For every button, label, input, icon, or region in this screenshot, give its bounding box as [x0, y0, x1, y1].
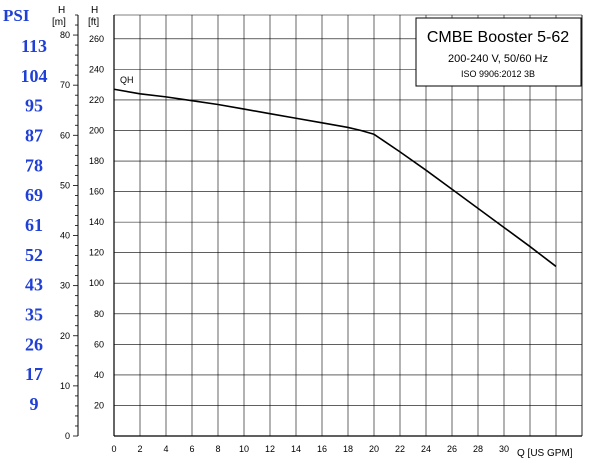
psi-label: 9	[30, 394, 39, 414]
series-label-qh: QH	[120, 75, 134, 85]
ft-axis-unit: [ft]	[88, 17, 99, 28]
x-tick-label: 20	[369, 444, 379, 454]
psi-label: 52	[25, 245, 43, 265]
m-tick-label: 10	[60, 381, 70, 391]
psi-label: 61	[25, 215, 43, 235]
ft-axis-header: H	[91, 5, 98, 16]
x-tick-label: 10	[239, 444, 249, 454]
x-tick-label: 6	[189, 444, 194, 454]
m-tick-label: 30	[60, 281, 70, 291]
psi-header: PSI	[3, 6, 30, 25]
x-tick-label: 26	[447, 444, 457, 454]
ft-tick-label: 120	[89, 248, 104, 258]
ft-tick-label: 260	[89, 34, 104, 44]
x-axis-label: Q [US GPM]	[517, 448, 573, 459]
legend-title: CMBE Booster 5-62	[427, 29, 569, 46]
series-line-qh	[113, 88, 557, 268]
series: QH	[113, 75, 557, 268]
x-tick-label: 8	[215, 444, 220, 454]
m-tick-label: 0	[65, 431, 70, 441]
ft-tick-label: 240	[89, 64, 104, 74]
ft-tick-label: 160	[89, 187, 104, 197]
m-tick-label: 80	[60, 30, 70, 40]
ft-tick-label: 20	[94, 400, 104, 410]
ft-tick-label: 180	[89, 156, 104, 166]
psi-scale: PSI 113 104 95 87 78 69 61 52 43 35 26 17 9	[3, 6, 48, 414]
m-axis-header: H	[58, 5, 65, 16]
x-tick-label: 14	[291, 444, 301, 454]
ft-tick-label: 80	[94, 309, 104, 319]
x-tick-label: 2	[137, 444, 142, 454]
ft-tick-label: 140	[89, 217, 104, 227]
legend-box: CMBE Booster 5-62 200-240 V, 50/60 Hz IS…	[415, 17, 582, 87]
x-tick-label: 0	[111, 444, 116, 454]
m-tick-label: 70	[60, 80, 70, 90]
x-tick-label: 4	[163, 444, 168, 454]
psi-label: 69	[25, 185, 43, 205]
m-axis-unit: [m]	[52, 17, 66, 28]
m-tick-label: 50	[60, 180, 70, 190]
ft-tick-label: 40	[94, 370, 104, 380]
psi-label: 78	[25, 155, 43, 175]
x-tick-label: 18	[343, 444, 353, 454]
psi-label: 95	[25, 96, 43, 116]
ft-tick-label: 60	[94, 339, 104, 349]
ft-tick-label: 100	[89, 278, 104, 288]
psi-label: 26	[25, 334, 43, 354]
ft-tick-label: 200	[89, 125, 104, 135]
x-tick-label: 22	[395, 444, 405, 454]
psi-label: 87	[25, 126, 43, 146]
ft-tick-label: 220	[89, 95, 104, 105]
psi-label: 35	[25, 305, 43, 325]
x-tick-label: 30	[499, 444, 509, 454]
psi-label: 43	[25, 275, 43, 295]
x-tick-label: 16	[317, 444, 327, 454]
psi-label: 104	[21, 66, 48, 86]
psi-label: 17	[25, 364, 43, 384]
x-tick-label: 12	[265, 444, 275, 454]
legend-voltage: 200-240 V, 50/60 Hz	[448, 53, 548, 65]
axes: H [m] H [ft] Q [US GPM] 0102030405060708…	[52, 5, 573, 459]
m-tick-label: 40	[60, 231, 70, 241]
grid	[113, 14, 583, 437]
legend-standard: ISO 9906:2012 3B	[461, 69, 535, 79]
x-tick-label: 24	[421, 444, 431, 454]
m-tick-label: 20	[60, 331, 70, 341]
m-tick-label: 60	[60, 130, 70, 140]
psi-label: 113	[21, 36, 47, 56]
x-tick-label: 28	[473, 444, 483, 454]
legend-frame	[415, 17, 582, 87]
